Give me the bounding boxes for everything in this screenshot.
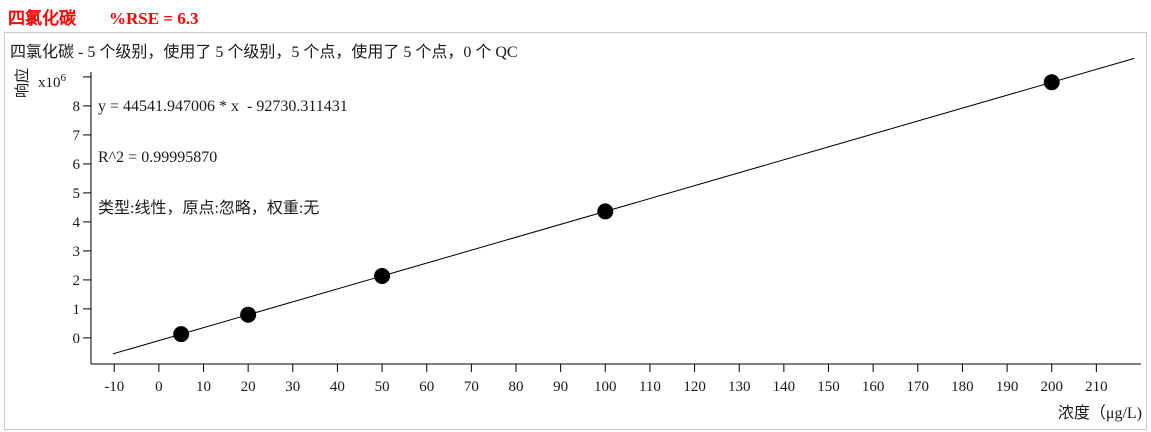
fit-line xyxy=(112,57,1135,355)
x-tick-label: 210 xyxy=(1085,379,1108,395)
fit-type-text: 类型:线性，原点:忽略，权重:无 xyxy=(98,200,320,217)
y-tick-label: 0 xyxy=(73,331,81,347)
x-tick-label: 90 xyxy=(553,379,568,395)
x-tick-label: 0 xyxy=(155,379,163,395)
x-tick-label: 130 xyxy=(728,379,751,395)
data-point[interactable] xyxy=(240,306,257,323)
x-axis-title: 浓度（μg/L) xyxy=(1057,405,1142,422)
x-tick-label: 10 xyxy=(196,379,211,395)
y-tick-label: 5 xyxy=(73,186,81,202)
data-point[interactable] xyxy=(1043,74,1060,91)
compound-name: 四氯化碳 xyxy=(8,9,76,28)
x-tick-label: 160 xyxy=(862,379,885,395)
equation-text: y = 44541.947006 * x - 92730.311431 xyxy=(98,98,348,115)
r-squared-text: R^2 = 0.99995870 xyxy=(98,149,218,166)
x-tick-label: 190 xyxy=(996,379,1019,395)
y-tick-label: 4 xyxy=(73,215,81,231)
y-tick-label: 6 xyxy=(73,157,81,173)
x-tick-label: 80 xyxy=(509,379,524,395)
x-tick-label: 60 xyxy=(419,379,434,395)
y-tick-label: 7 xyxy=(73,128,81,144)
y-tick-label: 1 xyxy=(73,302,81,318)
x-tick-label: 110 xyxy=(639,379,661,395)
x-tick-label: 180 xyxy=(951,379,974,395)
x-tick-label: 50 xyxy=(375,379,390,395)
data-point[interactable] xyxy=(597,203,614,220)
chart-canvas: -10 0 10 20 30 40 50 60 70 80 90 100 110 120 130 140 150… xyxy=(73,57,1141,395)
x-tick-label: 200 xyxy=(1040,379,1063,395)
y-tick-label: 8 xyxy=(73,99,81,115)
y-axis-scale-label: x106 xyxy=(38,72,66,91)
x-tick-label: -10 xyxy=(104,379,124,395)
y-tick-label: 2 xyxy=(73,273,81,289)
report-title: 四氯化碳 %RSE = 6.3 xyxy=(8,4,199,29)
rse-value: %RSE = 6.3 xyxy=(109,9,199,28)
x-tick-label: 150 xyxy=(817,379,840,395)
x-tick-label: 170 xyxy=(907,379,930,395)
x-tick-label: 70 xyxy=(464,379,479,395)
calibration-panel: 四氯化碳 - 5 个级别，使用了 5 个级别，5 个点，使用了 5 个点，0 个… xyxy=(4,32,1147,430)
x-tick-label: 140 xyxy=(773,379,796,395)
x-tick-label: 100 xyxy=(594,379,617,395)
data-point[interactable] xyxy=(173,326,190,343)
x-tick-label: 20 xyxy=(241,379,256,395)
x-tick-label: 30 xyxy=(285,379,300,395)
calibration-summary: 四氯化碳 - 5 个级别，使用了 5 个级别，5 个点，使用了 5 个点，0 个… xyxy=(10,44,518,61)
fit-annotations: y = 44541.947006 * x - 92730.311431 R^2 … xyxy=(98,64,348,251)
x-tick-label: 120 xyxy=(683,379,706,395)
data-point[interactable] xyxy=(374,268,391,285)
y-tick-label: 3 xyxy=(73,244,81,260)
x-tick-label: 40 xyxy=(330,379,345,395)
